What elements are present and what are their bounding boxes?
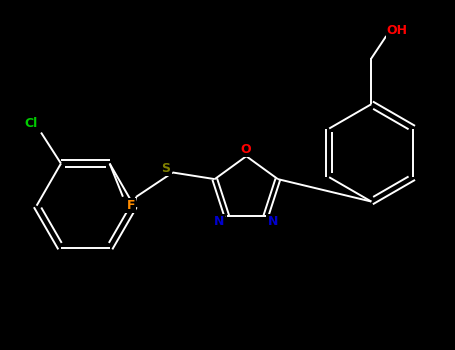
Text: N: N — [268, 215, 279, 228]
Text: Cl: Cl — [25, 117, 38, 130]
Text: O: O — [240, 143, 251, 156]
Text: OH: OH — [387, 24, 408, 37]
Text: N: N — [214, 215, 224, 228]
Text: F: F — [126, 199, 135, 212]
Text: S: S — [162, 162, 171, 175]
